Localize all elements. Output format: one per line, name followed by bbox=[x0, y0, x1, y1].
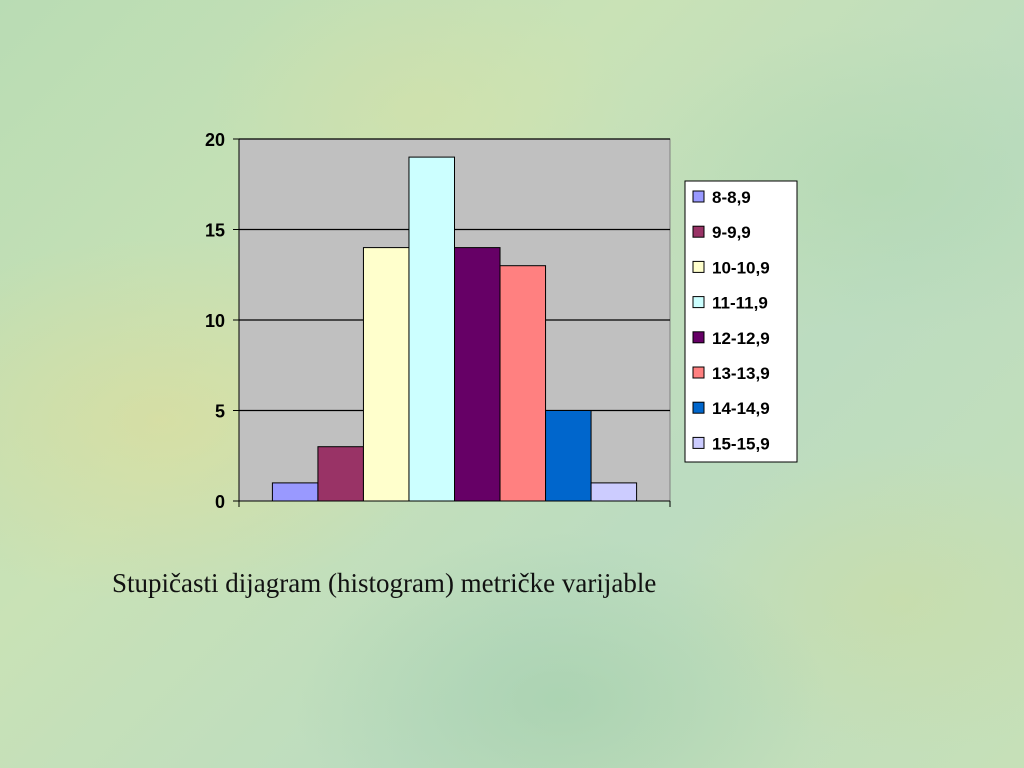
legend-swatch bbox=[692, 401, 705, 414]
bar-14-14,9 bbox=[545, 410, 592, 502]
bar-15-15,9 bbox=[590, 482, 638, 502]
legend-label: 15-15,9 bbox=[712, 434, 770, 453]
bar-8-8,9 bbox=[271, 482, 319, 502]
legend-label: 14-14,9 bbox=[712, 399, 770, 418]
histogram-chart: 0 5 10 15 20 8-8,9 9-9,9 10-10,9 11-11,9 12-12,9… bbox=[205, 130, 798, 512]
legend-swatch bbox=[692, 190, 705, 203]
y-tick-label: 15 bbox=[205, 221, 225, 241]
bar-11-11,9 bbox=[408, 156, 455, 502]
legend-swatch bbox=[692, 436, 705, 449]
chart-caption: Stupičasti dijagram (histogram) metričke… bbox=[112, 568, 657, 598]
legend-swatch bbox=[692, 331, 705, 344]
y-tick-label: 10 bbox=[205, 311, 225, 331]
bar-10-10,9 bbox=[362, 247, 410, 502]
legend-swatch bbox=[692, 260, 705, 273]
legend-swatch bbox=[692, 225, 705, 238]
legend-swatch bbox=[692, 366, 705, 379]
bar-13-13,9 bbox=[499, 265, 547, 502]
y-tick-label: 0 bbox=[215, 492, 225, 512]
legend-label: 13-13,9 bbox=[712, 364, 770, 383]
bar-12-12,9 bbox=[454, 247, 501, 502]
legend-label: 9-9,9 bbox=[712, 223, 751, 242]
legend-label: 10-10,9 bbox=[712, 258, 770, 277]
legend-label: 11-11,9 bbox=[712, 294, 768, 313]
y-tick-label: 5 bbox=[215, 402, 225, 422]
y-tick-label: 20 bbox=[205, 130, 225, 150]
legend-swatch bbox=[692, 296, 705, 309]
legend-label: 12-12,9 bbox=[712, 329, 770, 348]
legend-label: 8-8,9 bbox=[712, 188, 751, 207]
bar-9-9,9 bbox=[317, 446, 364, 502]
